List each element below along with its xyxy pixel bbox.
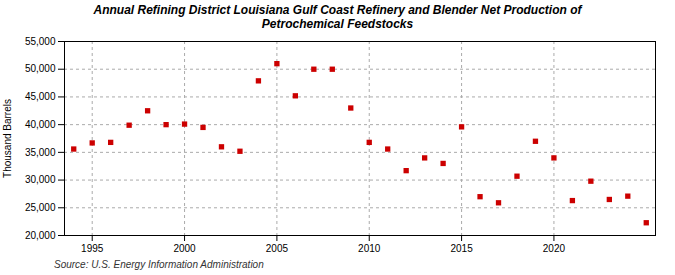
svg-text:45,000: 45,000 bbox=[25, 91, 56, 102]
html-text:Source: U.S. Energy Informatio: Source: U.S. Energy Information Administ… bbox=[54, 259, 264, 270]
svg-text:2005: 2005 bbox=[266, 243, 289, 254]
svg-text:2015: 2015 bbox=[450, 243, 473, 254]
svg-text:20,000: 20,000 bbox=[25, 230, 56, 241]
svg-text:25,000: 25,000 bbox=[25, 202, 56, 213]
svg-text:40,000: 40,000 bbox=[25, 119, 56, 130]
svg-text:35,000: 35,000 bbox=[25, 147, 56, 158]
svg-text:50,000: 50,000 bbox=[25, 63, 56, 74]
svg-text:1995: 1995 bbox=[81, 243, 104, 254]
svg-text:Thousand Barrels: Thousand Barrels bbox=[2, 99, 13, 178]
svg-text:30,000: 30,000 bbox=[25, 174, 56, 185]
svg-text:2000: 2000 bbox=[173, 243, 196, 254]
html-text:Annual Refining District Louis: Annual Refining District Louisiana Gulf … bbox=[93, 3, 582, 31]
svg-text:55,000: 55,000 bbox=[25, 36, 56, 47]
svg-text:2020: 2020 bbox=[543, 243, 566, 254]
svg-text:2010: 2010 bbox=[358, 243, 381, 254]
